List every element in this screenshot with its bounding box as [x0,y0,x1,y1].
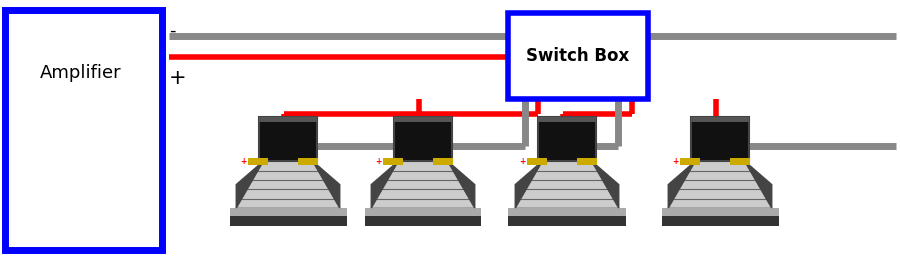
Bar [662,216,778,226]
Polygon shape [236,161,263,208]
Bar [691,117,750,161]
Bar [230,216,346,226]
Bar [364,208,482,216]
Bar [508,216,626,226]
Bar [299,158,319,165]
Text: +: + [169,68,187,88]
Bar [527,158,547,165]
Polygon shape [515,161,542,208]
Bar [394,117,452,122]
Bar [508,13,648,99]
Polygon shape [371,161,398,208]
Bar [577,158,598,165]
Bar [691,117,750,122]
Bar [259,117,317,161]
Bar [259,117,317,122]
Bar [382,158,402,165]
Text: -: - [169,22,176,40]
Text: +: + [375,157,382,166]
Bar [538,117,596,161]
Bar [394,117,452,161]
Polygon shape [745,161,772,208]
Text: +: + [672,157,679,166]
Bar [364,216,482,226]
Bar [538,117,596,122]
Polygon shape [592,161,619,208]
Polygon shape [515,161,619,208]
Bar [434,158,453,165]
Bar [508,208,626,216]
Bar [230,208,346,216]
Bar [248,158,268,165]
Text: Amplifier: Amplifier [40,64,122,82]
Bar [731,158,751,165]
Polygon shape [371,161,475,208]
Polygon shape [668,161,772,208]
Polygon shape [313,161,340,208]
Bar [4,10,162,250]
Polygon shape [236,161,340,208]
Text: Switch Box: Switch Box [526,47,629,65]
Bar [680,158,700,165]
Text: +: + [519,157,526,166]
Bar [662,208,778,216]
Text: +: + [240,157,247,166]
Polygon shape [668,161,696,208]
Polygon shape [448,161,475,208]
